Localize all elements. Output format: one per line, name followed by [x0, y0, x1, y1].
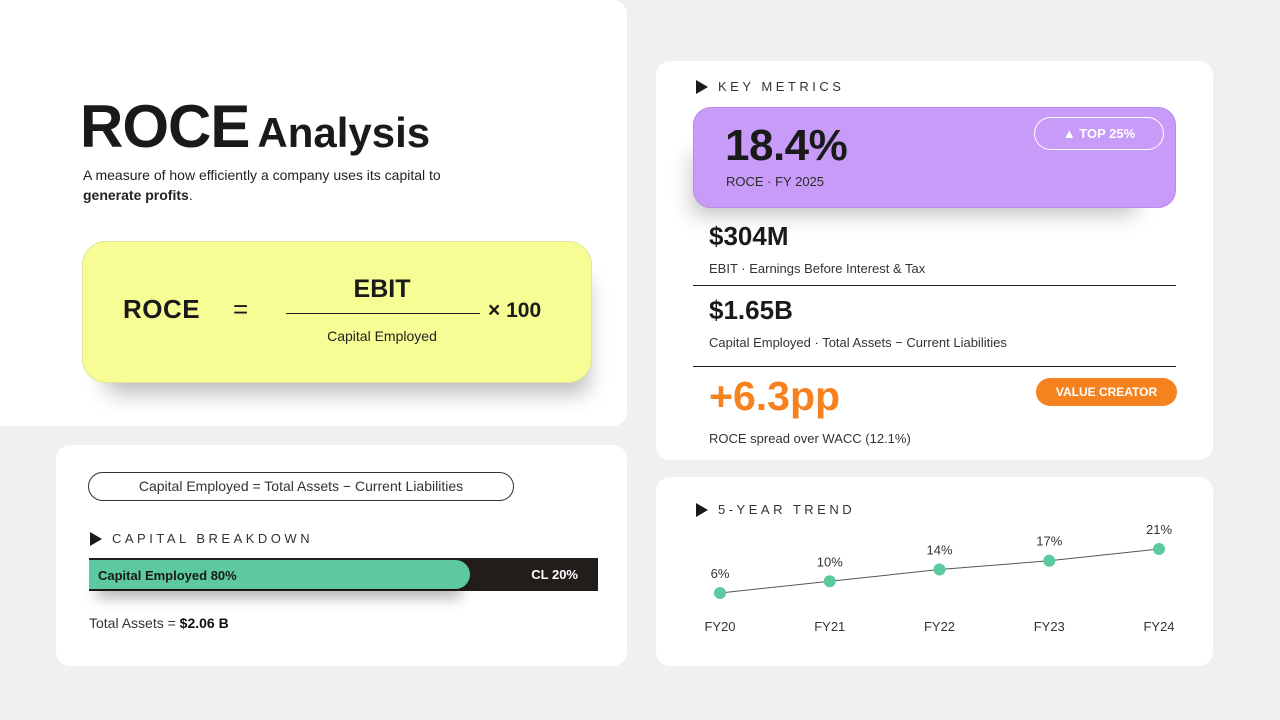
formula-numerator: EBIT: [353, 275, 411, 303]
trend-data-label: 6%: [711, 566, 730, 581]
subtitle-emphasis: generate profits: [83, 187, 189, 203]
trend-data-label: 14%: [926, 543, 952, 558]
trend-x-tick-label: FY20: [704, 619, 735, 634]
trend-data-label: 21%: [1146, 522, 1172, 537]
title-card: ROCE Analysis A measure of how efficientl…: [0, 0, 627, 426]
trend-line-chart: 6% FY20 10% FY21 14% FY22 17% FY23 21% FY24: [704, 522, 1174, 634]
total-assets: Total Assets = $2.06 B: [89, 615, 229, 631]
capital-breakdown-heading-text: CAPITAL BREAKDOWN: [112, 531, 314, 546]
subtitle: A measure of how efficiently a company u…: [83, 165, 443, 205]
fraction-line: [286, 313, 480, 314]
top-25-badge: ▲ TOP 25%: [1034, 117, 1164, 150]
trend-x-tick-label: FY21: [814, 619, 845, 634]
key-metrics-card: KEY METRICS 18.4% ROCE · FY 2025 ▲ TOP 2…: [656, 61, 1213, 460]
capital-breakdown-heading: CAPITAL BREAKDOWN: [90, 531, 313, 546]
five-year-trend-heading-text: 5-YEAR TREND: [718, 502, 856, 517]
divider: [693, 285, 1176, 286]
ebit-sub-label: EBIT · Earnings Before Interest & Tax: [709, 261, 926, 276]
capital-employed-bar-label: Capital Employed 80%: [98, 568, 237, 583]
title-main: ROCE: [80, 93, 250, 160]
total-assets-value: $2.06 B: [179, 615, 229, 631]
formula-multiplier: × 100: [488, 299, 542, 322]
total-assets-label: Total Assets =: [89, 615, 180, 631]
trend-point-fy22: [933, 563, 946, 576]
trend-point-fy23: [1043, 554, 1056, 567]
formula-lhs: ROCE: [123, 294, 201, 324]
trend-x-tick-label: FY24: [1143, 619, 1174, 634]
roce-sub-label: ROCE · FY 2025: [726, 174, 825, 189]
formula-denominator: Capital Employed: [327, 328, 437, 344]
capital-employed-formula-pill: Capital Employed = Total Assets − Curren…: [88, 472, 514, 501]
roce-spread-sub-label: ROCE spread over WACC (12.1%): [709, 431, 911, 446]
roce-spread-value: +6.3pp: [709, 373, 841, 419]
roce-value: 18.4%: [725, 121, 848, 170]
subtitle-suffix: .: [188, 187, 193, 203]
value-creator-badge: VALUE CREATOR: [1036, 378, 1177, 406]
capital-breakdown-card: Capital Employed = Total Assets − Curren…: [56, 445, 627, 666]
five-year-trend-heading: 5-YEAR TREND: [696, 502, 855, 517]
trend-x-tick-label: FY22: [924, 619, 955, 634]
trend-x-tick-label: FY23: [1034, 619, 1065, 634]
page-title: ROCE Analysis: [80, 92, 430, 161]
capital-employed-bar-fill: Capital Employed 80%: [89, 560, 470, 589]
formula-card: ROCE = EBIT Capital Employed × 100: [82, 241, 592, 383]
trend-point-fy20: [714, 587, 726, 599]
trend-data-label: 17%: [1036, 534, 1062, 549]
trend-point-fy24: [1153, 543, 1165, 555]
play-triangle-icon: [90, 531, 102, 546]
divider: [693, 366, 1176, 367]
ebit-value: $304M: [709, 221, 789, 251]
subtitle-prefix: A measure of how efficiently a company u…: [83, 167, 441, 183]
capital-breakdown-bar: Capital Employed 80% CL 20%: [89, 558, 598, 591]
key-metrics-heading: KEY METRICS: [696, 79, 844, 94]
capital-employed-sub-label: Capital Employed · Total Assets − Curren…: [709, 335, 1007, 350]
five-year-trend-card: 5-YEAR TREND 6% FY20 10% FY21 14% FY22 17% FY23…: [656, 477, 1213, 666]
roce-highlight-card: 18.4% ROCE · FY 2025 ▲ TOP 25%: [693, 107, 1176, 208]
current-liabilities-bar-label: CL 20%: [531, 567, 578, 582]
play-triangle-icon: [696, 79, 708, 94]
trend-data-label: 10%: [817, 554, 843, 569]
play-triangle-icon: [696, 502, 708, 517]
capital-employed-value: $1.65B: [709, 295, 793, 325]
key-metrics-heading-text: KEY METRICS: [718, 79, 845, 94]
trend-point-fy21: [823, 575, 836, 588]
formula-equals: =: [233, 294, 249, 324]
title-secondary: Analysis: [257, 109, 431, 156]
